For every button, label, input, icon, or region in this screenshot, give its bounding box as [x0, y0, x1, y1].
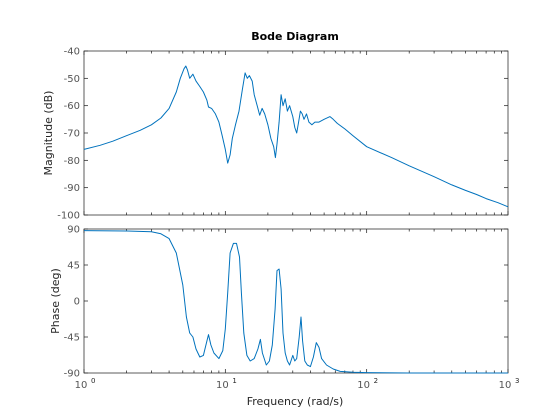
- x-tick-label-exponent: 2: [374, 377, 378, 385]
- phase-axes-frame: [83, 228, 509, 374]
- magnitude-panel: -40 -50 -60 -70 -80 -90 -100 Magnitude (dB): [42, 47, 509, 222]
- x-tick-label: 10: [75, 380, 88, 391]
- phase-ytick-label: -45: [64, 333, 80, 344]
- magnitude-ytick-label: -50: [64, 74, 80, 85]
- magnitude-ytick-label: -80: [64, 156, 80, 167]
- phase-ytick-label: 45: [67, 261, 80, 272]
- x-tick-label-exponent: 0: [91, 377, 95, 385]
- magnitude-series-line: [83, 65, 509, 208]
- phase-panel: 90 45 0 -45 -90 Phase (deg): [49, 225, 509, 380]
- x-tick-label: 10: [499, 380, 512, 391]
- phase-ytick-label: 90: [67, 225, 80, 236]
- chart-title: Bode Diagram: [251, 30, 339, 43]
- x-axis-label: Frequency (rad/s): [247, 395, 344, 408]
- magnitude-ytick-label: -100: [57, 211, 80, 222]
- magnitude-axes-frame: [83, 50, 509, 216]
- phase-ytick-label: 0: [74, 297, 80, 308]
- phase-series-line: [83, 230, 508, 374]
- x-tick-label: 10: [357, 380, 370, 391]
- magnitude-ytick-label: -90: [64, 183, 80, 194]
- phase-ytick-label: -90: [64, 369, 80, 380]
- x-tick-label-exponent: 3: [515, 377, 519, 385]
- phase-ylabel: Phase (deg): [49, 268, 62, 334]
- x-tick-label: 10: [216, 380, 229, 391]
- x-tick-label-exponent: 1: [232, 377, 236, 385]
- magnitude-ylabel: Magnitude (dB): [42, 91, 55, 176]
- magnitude-ytick-label: -40: [64, 47, 80, 58]
- magnitude-ytick-label: -60: [64, 101, 80, 112]
- magnitude-ytick-label: -70: [64, 129, 80, 140]
